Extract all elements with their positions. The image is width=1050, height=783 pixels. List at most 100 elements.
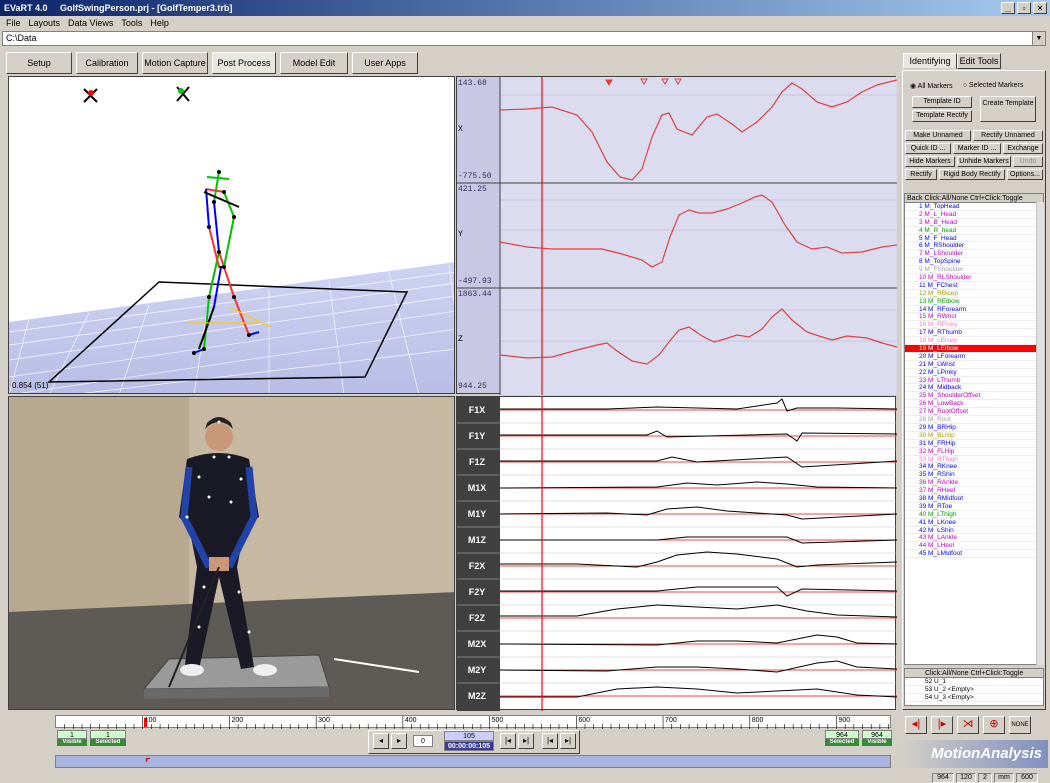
list-item[interactable]: 10 M_RLShoulder: [905, 274, 1043, 282]
merge-icon[interactable]: ⊕: [983, 716, 1005, 734]
undo-button[interactable]: Undo: [1013, 156, 1043, 167]
list-item[interactable]: 24 M_Midback: [905, 384, 1043, 393]
split-icon[interactable]: ⋊: [957, 716, 979, 734]
list-item[interactable]: 35 M_RShin: [905, 471, 1043, 480]
list-item[interactable]: 25 M_ShoulderOffset: [905, 392, 1043, 401]
list-item[interactable]: 11 M_FChest: [905, 282, 1043, 290]
list-item[interactable]: 22 M_LPinky: [905, 369, 1043, 377]
list-item[interactable]: 2 M_L_Head: [905, 211, 1043, 219]
tab-user-apps[interactable]: User Apps: [352, 52, 418, 74]
list-item[interactable]: 20 M_LForearm: [905, 353, 1043, 361]
visible-left-counter[interactable]: 1: [57, 730, 87, 739]
create-template-button[interactable]: Create Template: [980, 96, 1036, 122]
list-item[interactable]: 4 M_R_head: [905, 227, 1043, 235]
list-item[interactable]: 16 M_RPinky: [905, 321, 1043, 330]
list-item[interactable]: 8 M_TopSpine: [905, 258, 1043, 267]
menu-tools[interactable]: Tools: [121, 18, 143, 28]
right-arrow-icon[interactable]: |▸: [931, 716, 953, 734]
tab-identifying[interactable]: Identifying: [903, 53, 957, 69]
rectify-unnamed-button[interactable]: Rectify Unnamed: [973, 130, 1043, 141]
quick-id-button[interactable]: Quick ID ...: [905, 143, 951, 154]
list-item[interactable]: 54 U_3 <Empty>: [905, 694, 1043, 702]
list-item[interactable]: 42 M_LShin: [905, 527, 1043, 535]
chevron-down-icon[interactable]: ▼: [1032, 32, 1045, 45]
list-item[interactable]: 7 M_LShoulder: [905, 250, 1043, 259]
marker-list[interactable]: Back Click:All/None Ctrl+Click:Toggle 1 …: [904, 193, 1044, 665]
template-rectify-button[interactable]: Template Rectify: [912, 110, 972, 122]
list-item[interactable]: 30 M_BLHip: [905, 432, 1043, 440]
radio-selected-markers[interactable]: ○ Selected Markers: [962, 82, 1024, 89]
hide-markers-button[interactable]: Hide Markers: [905, 156, 955, 167]
tab-setup[interactable]: Setup: [6, 52, 72, 74]
options-button[interactable]: Options...: [1007, 169, 1043, 180]
list-item[interactable]: 39 M_RToe: [905, 503, 1043, 511]
step-forward-icon[interactable]: ▸|: [518, 733, 534, 749]
make-unnamed-button[interactable]: Make Unnamed: [905, 130, 971, 141]
list-item[interactable]: 32 M_FLHip: [905, 448, 1043, 456]
unnamed-list[interactable]: Click:All/None Ctrl+Click:Toggle 52 U_1 …: [904, 668, 1044, 706]
range-scrubber[interactable]: [55, 755, 891, 768]
list-item[interactable]: 13 M_RElbow: [905, 298, 1043, 306]
menu-layouts[interactable]: Layouts: [28, 18, 61, 28]
list-item[interactable]: 44 M_LHeel: [905, 542, 1043, 551]
list-item[interactable]: 31 M_FRHip: [905, 440, 1043, 448]
list-item[interactable]: 36 M_RAnkle: [905, 479, 1043, 488]
list-item[interactable]: 37 M_RHeel: [905, 487, 1043, 495]
menu-help[interactable]: Help: [150, 18, 169, 28]
go-end-icon[interactable]: ▸|: [560, 733, 576, 749]
left-arrow-icon[interactable]: ◂|: [905, 716, 927, 734]
list-item[interactable]: 21 M_LWrist: [905, 361, 1043, 369]
list-item[interactable]: 23 M_LThumb: [905, 377, 1043, 385]
list-item[interactable]: 19 M_LElbow: [905, 345, 1043, 353]
frame-counter[interactable]: 105: [444, 731, 494, 741]
trajectory-panel[interactable]: 143.68 X -775.50 421.25 Y -497.93 1863.4…: [456, 76, 897, 395]
radio-all-markers[interactable]: ◉ All Markers: [910, 83, 953, 90]
list-item[interactable]: 33 M_RThigh: [905, 456, 1043, 464]
restore-button[interactable]: ▫: [1017, 2, 1031, 14]
visible-right-counter[interactable]: 964: [862, 730, 892, 739]
frame-step-input[interactable]: 0: [413, 735, 433, 747]
list-item[interactable]: 38 M_RMidfoot: [905, 495, 1043, 503]
list-item[interactable]: 18 M_LBicep: [905, 337, 1043, 346]
list-item[interactable]: 40 M_LThigh: [905, 511, 1043, 519]
selected-left-counter[interactable]: 1: [90, 730, 126, 739]
tab-post-process[interactable]: Post Process: [212, 52, 276, 74]
play-forward-icon[interactable]: ▸: [391, 733, 407, 749]
list-item[interactable]: 12 M_RBicep: [905, 290, 1043, 298]
list-item[interactable]: 3 M_B_Head: [905, 219, 1043, 227]
exchange-button[interactable]: Exchange: [1003, 143, 1043, 154]
list-item[interactable]: 15 M_RWrist: [905, 313, 1043, 322]
force-plate-panel[interactable]: F1X F1Y F1Z M1X M1Y M1Z F2X F2Y F2Z M2X …: [456, 396, 897, 711]
template-id-button[interactable]: Template ID: [912, 96, 972, 108]
path-combo[interactable]: C:\Data ▼: [2, 31, 1046, 46]
go-start-icon[interactable]: |◂: [542, 733, 558, 749]
tab-calibration[interactable]: Calibration: [76, 52, 138, 74]
marker-list-header[interactable]: Back Click:All/None Ctrl+Click:Toggle: [905, 194, 1043, 203]
menu-file[interactable]: File: [6, 18, 21, 28]
none-button[interactable]: NONE: [1009, 716, 1031, 734]
tab-motion-capture[interactable]: Motion Capture: [142, 52, 208, 74]
step-back-icon[interactable]: |◂: [500, 733, 516, 749]
list-item[interactable]: 52 U_1: [905, 678, 1043, 686]
tab-edit-tools[interactable]: Edit Tools: [957, 53, 1001, 69]
menu-data-views[interactable]: Data Views: [68, 18, 114, 28]
unhide-markers-button[interactable]: Unhide Markers: [957, 156, 1011, 167]
rigid-body-rectify-button[interactable]: Rigid Body Rectify: [939, 169, 1005, 180]
timeline-ruler[interactable]: 100 200 300 400 500 600 700 800 900: [55, 715, 891, 729]
list-item[interactable]: 29 M_BRHip: [905, 424, 1043, 432]
list-item[interactable]: 53 U_2 <Empty>: [905, 686, 1043, 694]
list-item[interactable]: 1 M_TopHead: [905, 203, 1043, 211]
marker-list-scrollbar[interactable]: [1036, 202, 1044, 665]
list-item[interactable]: 26 M_LowBack: [905, 400, 1043, 409]
play-reverse-icon[interactable]: ◂: [373, 733, 389, 749]
video-view[interactable]: [8, 396, 455, 710]
list-item[interactable]: 41 M_LKnee: [905, 519, 1043, 527]
rectify-button[interactable]: Rectify: [905, 169, 937, 180]
list-item[interactable]: 45 M_LMidfoot: [905, 550, 1043, 559]
list-item[interactable]: 17 M_RThumb: [905, 329, 1043, 338]
3d-view[interactable]: 0.854 (51): [8, 76, 455, 394]
unnamed-list-header[interactable]: Click:All/None Ctrl+Click:Toggle: [905, 669, 1043, 678]
list-item[interactable]: 28 M_Root: [905, 416, 1043, 424]
list-item[interactable]: 9 M_FShoulder: [905, 266, 1043, 275]
list-item[interactable]: 14 M_RForearm: [905, 306, 1043, 314]
